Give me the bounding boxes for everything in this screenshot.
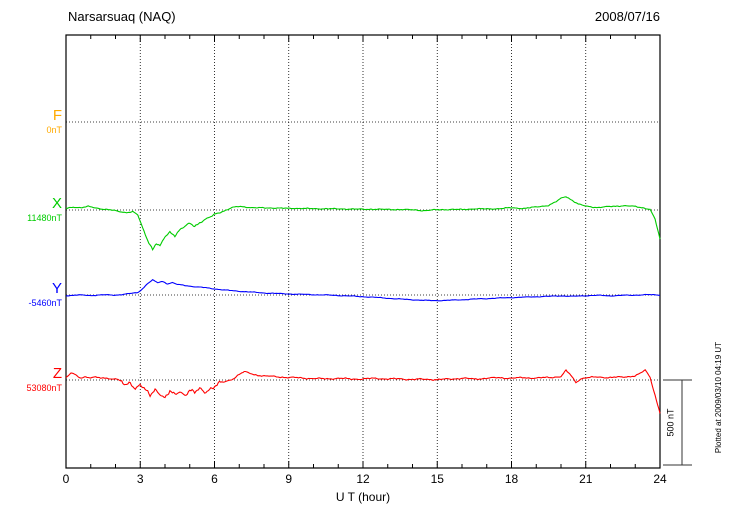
series-name-Z: Z <box>52 365 62 382</box>
plot-frame <box>65 34 661 469</box>
series-label-Y: Y -5460nT <box>28 281 62 308</box>
series-label-F: F 0nT <box>46 108 62 135</box>
plot-date: 2008/07/16 <box>594 9 660 24</box>
series-baseline-X: 11480nT <box>27 213 62 223</box>
series-name-Y: Y <box>51 280 62 297</box>
x-tick-label: 12 <box>356 472 370 486</box>
x-tick-label: 9 <box>285 472 293 486</box>
series-name-X: X <box>51 195 62 212</box>
series-baseline-Y: -5460nT <box>28 298 62 308</box>
series-label-X: X 11480nT <box>27 196 62 223</box>
x-tick-label: 21 <box>579 472 593 486</box>
x-tick-label: 15 <box>430 472 444 486</box>
series-name-F: F <box>52 107 62 124</box>
x-tick-label: 24 <box>653 472 667 486</box>
trace-Z <box>65 368 661 414</box>
x-tick-label: 18 <box>504 472 519 486</box>
series-baseline-F: 0nT <box>46 125 62 135</box>
trace-Y <box>65 279 661 302</box>
x-tick-label: 0 <box>62 472 70 486</box>
x-tick-label: 6 <box>211 472 218 486</box>
x-axis-label: U T (hour) <box>335 490 391 504</box>
series-label-Z: Z 53080nT <box>26 366 62 393</box>
x-tick-label: 3 <box>136 472 144 486</box>
trace-X <box>66 196 661 252</box>
plotted-at-note: Plotted at 2009/03/10 04:19 UT <box>714 341 723 454</box>
series-baseline-Z: 53080nT <box>26 383 62 393</box>
scale-bar-label: 500 nT <box>665 408 676 437</box>
station-title: Narsarsuaq (NAQ) <box>68 9 176 24</box>
